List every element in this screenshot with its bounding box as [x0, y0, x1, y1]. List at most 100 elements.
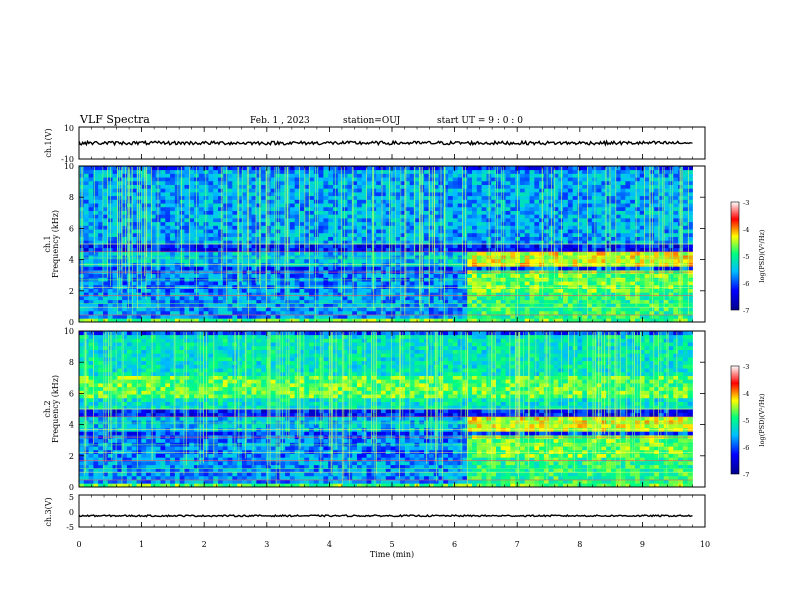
- spectrogram-cell: [639, 258, 645, 263]
- spectrogram-cell: [553, 255, 559, 260]
- spectrogram-cell: [491, 192, 497, 197]
- spectrogram-cell: [577, 281, 583, 286]
- spectrogram-cell: [227, 210, 233, 215]
- spectrogram-cell: [510, 214, 516, 219]
- spectrogram-cell: [146, 188, 152, 193]
- spectrogram-cell: [102, 184, 109, 189]
- spectrogram-cell: [452, 173, 459, 178]
- spectrogram-cell: [98, 192, 104, 197]
- spectrogram-cell: [328, 303, 334, 308]
- spectrogram-cell: [428, 307, 435, 312]
- spectrogram-cell: [309, 255, 315, 260]
- spectrogram-cell: [510, 177, 516, 182]
- spectrogram-cell: [424, 169, 430, 174]
- spectrogram-cell: [529, 236, 535, 241]
- spectrogram-cell: [184, 203, 190, 208]
- spectrogram-cell: [318, 288, 324, 293]
- spectrogram-cell: [572, 184, 578, 189]
- spectrogram-cell: [462, 173, 468, 178]
- spectrogram-cell: [390, 221, 396, 226]
- spectrogram-cell: [328, 288, 334, 293]
- spectrogram-cell: [587, 221, 593, 226]
- spectrogram-cell: [146, 292, 152, 297]
- spectrogram-cell: [376, 199, 382, 204]
- spectrogram-cell: [639, 169, 645, 174]
- spectrogram-cell: [102, 173, 109, 178]
- spectrogram-cell: [93, 247, 99, 252]
- spectrogram-cell: [472, 281, 478, 286]
- spectrogram-cell: [342, 296, 348, 301]
- spectrogram-cell: [414, 173, 420, 178]
- spectrogram-cell: [495, 169, 502, 174]
- spectrogram-cell: [543, 199, 550, 204]
- spectrogram-cell: [510, 169, 516, 174]
- spectrogram-cell: [227, 225, 233, 230]
- spectrogram-cell: [634, 195, 641, 200]
- spectrogram-cell: [270, 180, 276, 185]
- spectrogram-cell: [150, 292, 157, 297]
- spectrogram-cell: [256, 232, 262, 237]
- spectrogram-cell: [519, 247, 526, 252]
- spectrogram-cell: [634, 214, 641, 219]
- spectrogram-cell: [165, 299, 171, 304]
- spectrogram-cell: [160, 266, 166, 271]
- spectrogram-cell: [644, 281, 650, 286]
- spectrogram-cell: [160, 203, 166, 208]
- spectrogram-cell: [251, 247, 257, 252]
- spectrogram-cell: [615, 232, 621, 237]
- spectrogram-cell: [510, 206, 516, 211]
- spectrogram-cell: [419, 292, 425, 297]
- spectrogram-cell: [241, 214, 248, 219]
- spectrogram-cell: [232, 277, 238, 282]
- spectrogram-cell: [476, 206, 482, 211]
- spectrogram-cell: [198, 206, 205, 211]
- spectrogram-cell: [289, 251, 296, 256]
- spectrogram-cell: [452, 203, 459, 208]
- spectrogram-cell: [639, 310, 645, 315]
- spectrogram-cell: [299, 203, 305, 208]
- spectrogram-cell: [476, 221, 482, 226]
- spectrogram-cell: [582, 288, 588, 293]
- spectrogram-cell: [390, 173, 396, 178]
- spectrogram-cell: [630, 177, 636, 182]
- spectrogram-cell: [395, 169, 401, 174]
- spectrogram-cell: [505, 232, 511, 237]
- spectrogram-cell: [361, 188, 367, 193]
- spectrogram-cell: [467, 166, 473, 171]
- spectrogram-cell: [414, 218, 420, 223]
- spectrogram-cell: [256, 177, 262, 182]
- spectrogram-cell: [170, 318, 176, 323]
- spectrogram-cell: [519, 307, 526, 312]
- spectrogram-cell: [352, 192, 358, 197]
- spectrogram-cell: [385, 255, 391, 260]
- spectrogram-cell: [567, 195, 574, 200]
- spectrogram-cell: [615, 210, 621, 215]
- spectrogram-cell: [294, 177, 300, 182]
- spectrogram-cell: [620, 232, 626, 237]
- spectrogram-cell: [289, 310, 296, 315]
- spectrogram-cell: [246, 303, 252, 308]
- spectrogram-cell: [294, 206, 300, 211]
- spectrogram-cell: [419, 251, 425, 256]
- spectrogram-cell: [596, 173, 602, 178]
- spectrogram-cell: [524, 232, 530, 237]
- spectrogram-cell: [112, 292, 118, 297]
- spectrogram-cell: [452, 296, 459, 301]
- spectrogram-cell: [519, 184, 526, 189]
- spectrogram-cell: [352, 247, 358, 252]
- spectrogram-cell: [548, 266, 554, 271]
- spectrogram-cell: [227, 240, 233, 245]
- spectrogram-cell: [361, 299, 367, 304]
- spectrogram-cell: [448, 288, 454, 293]
- spectrogram-cell: [472, 240, 478, 245]
- spectrogram-cell: [452, 288, 459, 293]
- spectrogram-cell: [313, 192, 320, 197]
- spectrogram-cell: [563, 210, 569, 215]
- spectrogram-cell: [261, 288, 267, 293]
- spectrogram-cell: [165, 240, 171, 245]
- spectrogram-cell: [524, 314, 530, 319]
- spectrogram-cell: [433, 247, 439, 252]
- spectrogram-cell: [390, 232, 396, 237]
- spectrogram-cell: [385, 232, 391, 237]
- spectrogram-cell: [366, 177, 372, 182]
